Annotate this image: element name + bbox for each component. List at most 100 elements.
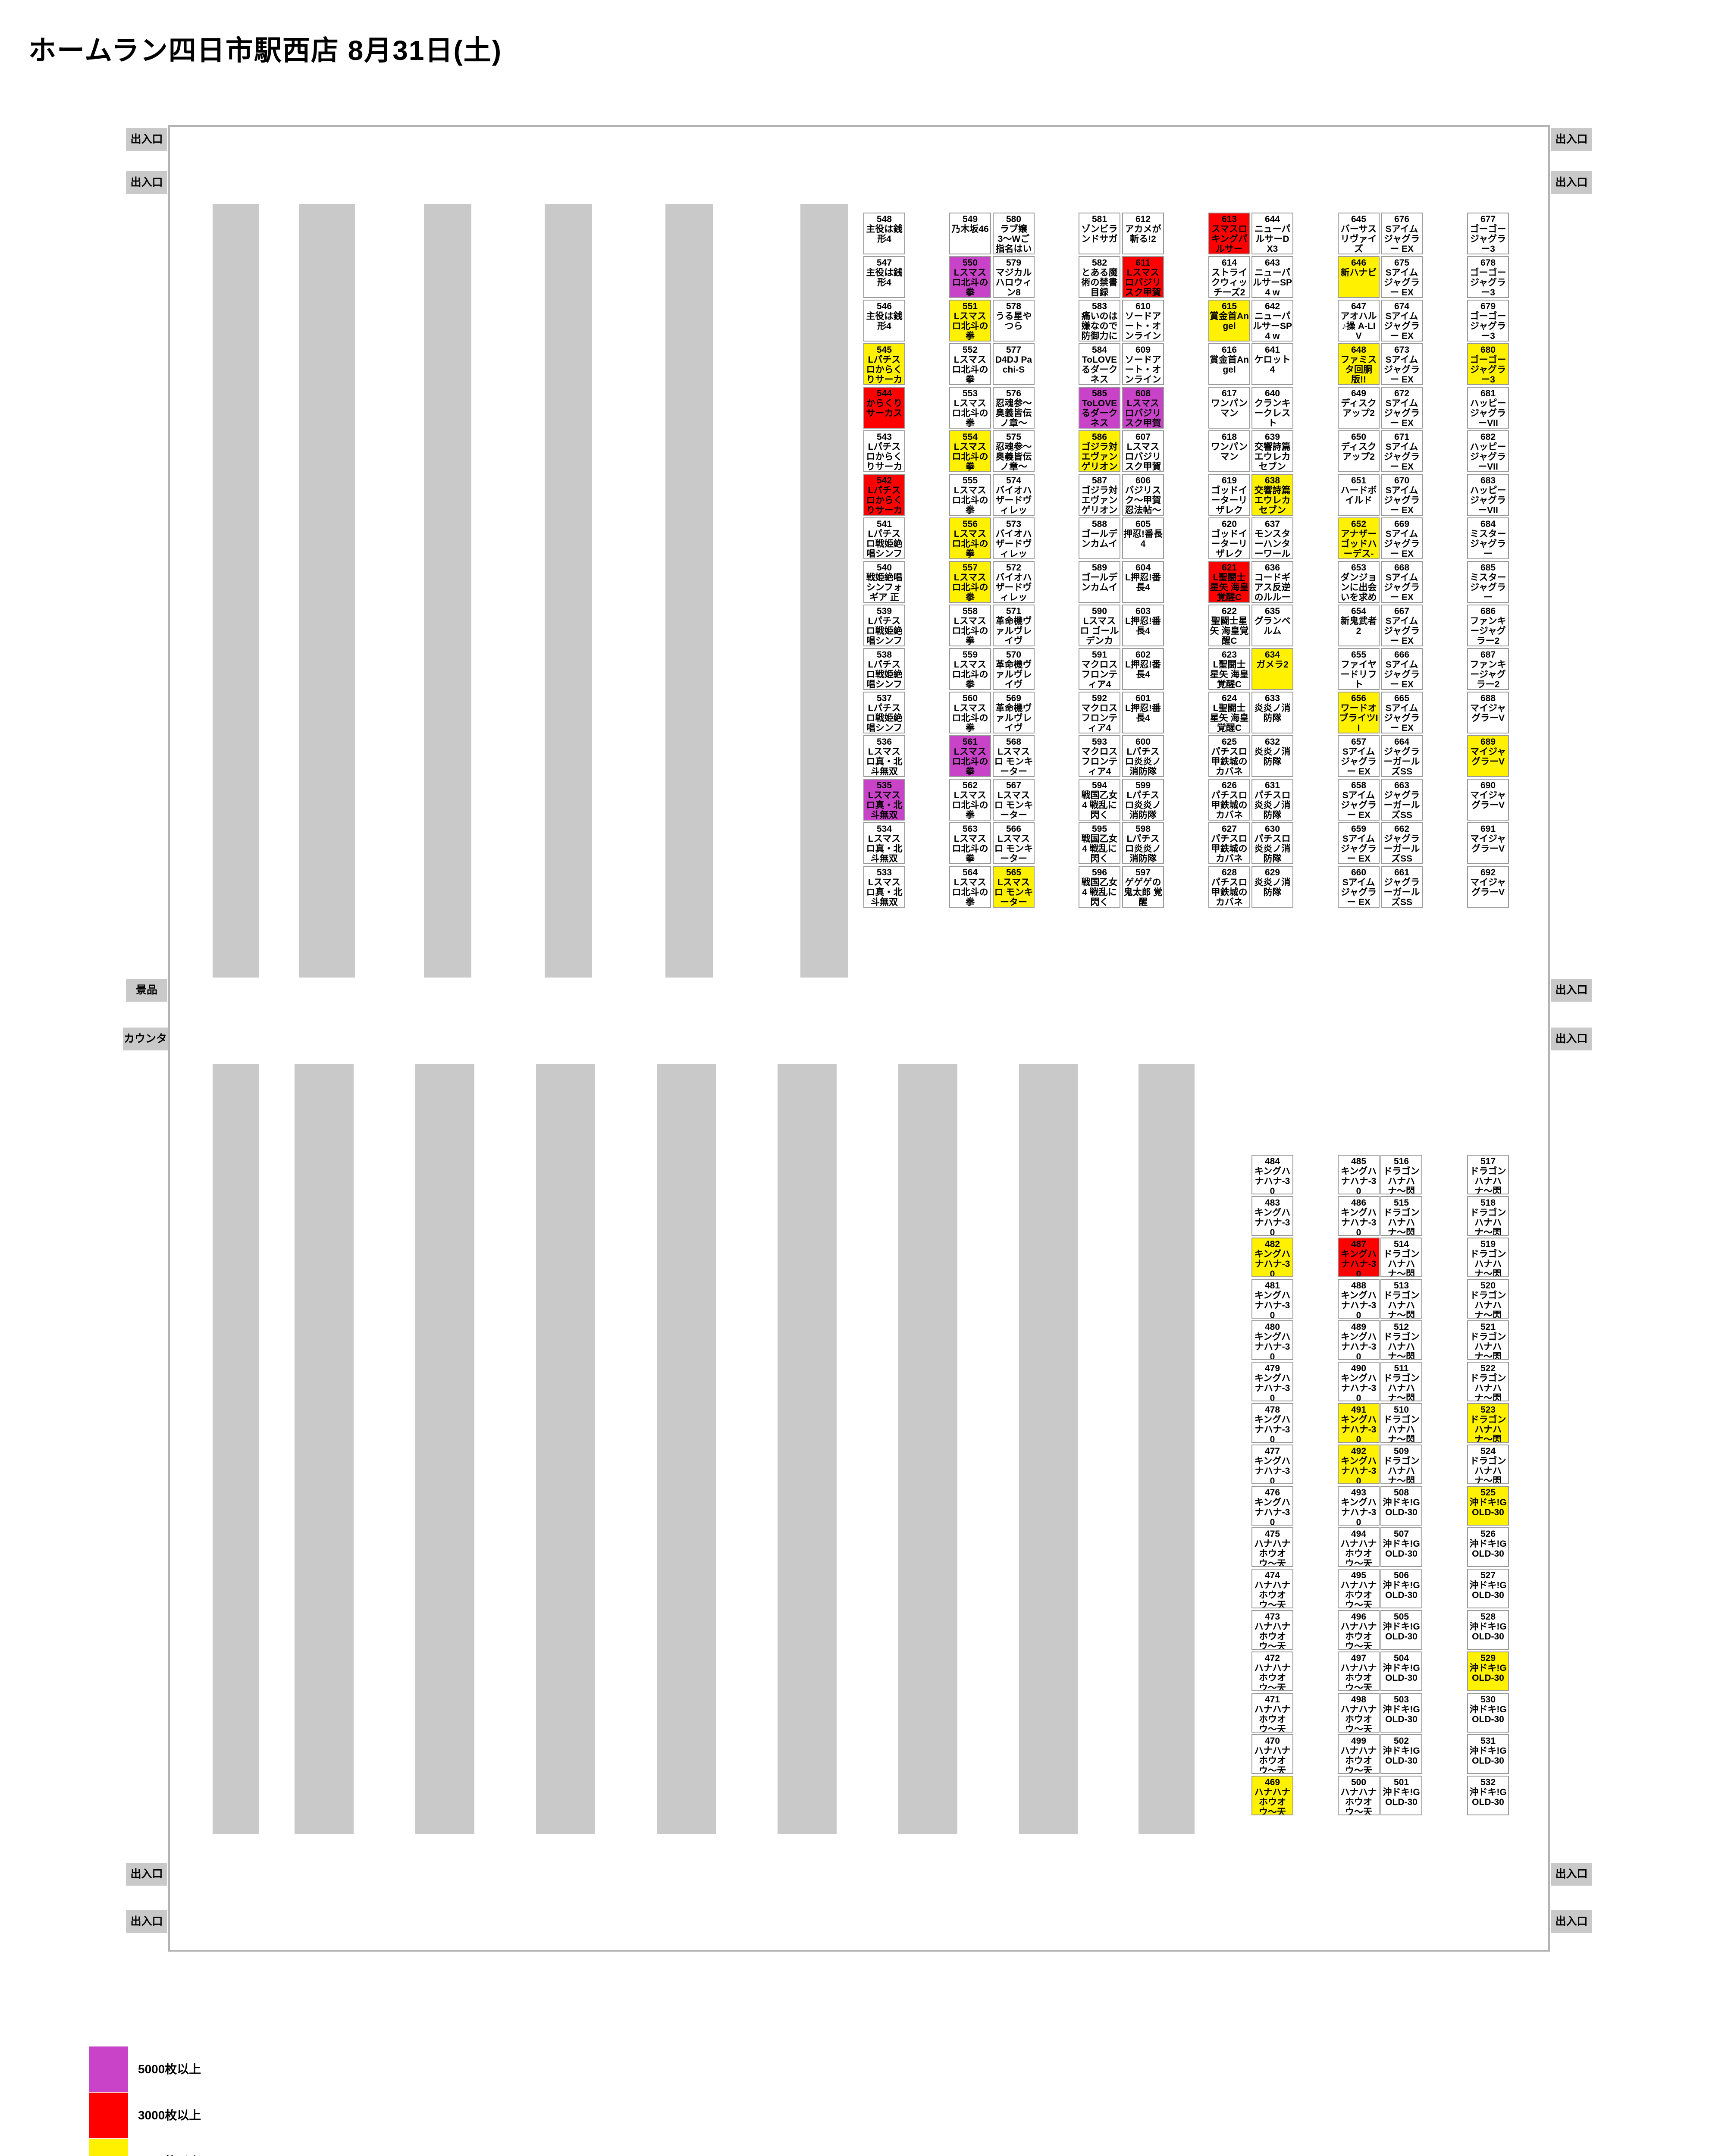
machine-cell: 575 忍魂参〜奥義皆伝ノ章〜 — [993, 430, 1035, 472]
machine-name: ゴールデンカムイ — [1081, 529, 1118, 549]
cell-number: 526 — [1480, 1529, 1496, 1539]
machine-cell: 631 パチスロ炎炎ノ消防隊 — [1251, 779, 1293, 821]
machine-cell: 671 Sアイムジャグラー EX — [1381, 430, 1423, 472]
cell-number: 485 — [1351, 1156, 1367, 1166]
machine-name: Lスマスロ北斗の拳 — [952, 747, 988, 777]
machine-cell: 538 Lパチスロ戦姫絶唱シンフ — [863, 648, 905, 690]
machine-cell: 619 ゴッドイーターリザレク — [1208, 474, 1250, 516]
machine-cell: 484 キングハナハナ-30 — [1251, 1155, 1293, 1194]
machine-cell: 590 Lスマスロ ゴールデンカ — [1079, 605, 1120, 646]
machine-cell: 656 ワードオブライツII — [1338, 692, 1380, 733]
machine-cell: 592 マクロスフロンティア4 — [1079, 692, 1120, 733]
machine-cell: 681 ハッピージャグラーVII — [1467, 387, 1509, 429]
cell-number: 484 — [1264, 1156, 1280, 1166]
machine-cell: 609 ソードアート・オンライン — [1122, 343, 1164, 385]
machine-name: 賞金首Angel — [1210, 355, 1249, 375]
machine-name: パチスロ炎炎ノ消防隊 — [1254, 790, 1291, 820]
machine-cell: 680 ゴーゴージャグラー3 — [1467, 343, 1509, 385]
machine-name: Lスマスロ ゴールデンカ — [1080, 616, 1119, 646]
cell-number: 635 — [1264, 606, 1280, 616]
cell-number: 507 — [1393, 1529, 1409, 1539]
cell-number: 509 — [1393, 1446, 1409, 1456]
legend-swatch-1000 — [89, 2139, 128, 2156]
cell-number: 534 — [876, 824, 892, 834]
cell-number: 513 — [1393, 1281, 1409, 1291]
machine-name: ハナハナホウオウ〜天翔〜 — [1254, 1663, 1291, 1691]
machine-name: ドラゴンハナハナ〜閃光〜 — [1470, 1291, 1506, 1319]
machine-cell: 637 モンスターハンターワール — [1251, 517, 1293, 559]
machine-name: ハナハナホウオウ〜天翔〜 — [1340, 1663, 1377, 1691]
cell-number: 691 — [1480, 824, 1496, 834]
machine-name: Lパチスロ炎炎ノ消防隊 — [1125, 834, 1161, 864]
cell-number: 616 — [1221, 345, 1237, 355]
machine-name: マジカルハロウィン8 — [995, 268, 1032, 298]
cell-number: 687 — [1480, 650, 1496, 660]
cell-number: 584 — [1091, 345, 1107, 355]
machine-cell: 604 L押忍!番長4 — [1122, 561, 1164, 603]
cell-number: 634 — [1264, 650, 1280, 660]
machine-island-bar — [213, 1064, 259, 1834]
machine-cell: 557 Lスマスロ北斗の拳 — [949, 561, 991, 603]
machine-cell: 675 Sアイムジャグラー EX — [1381, 256, 1423, 298]
machine-cell: 526 沖ドキ!GOLD-30 — [1467, 1527, 1509, 1567]
machine-cell: 528 沖ドキ!GOLD-30 — [1467, 1610, 1509, 1650]
cell-number: 658 — [1351, 780, 1367, 790]
machine-column: 549 乃木坂46 550 Lスマスロ北斗の拳 551 Lスマスロ北斗の拳 552 Lスマスロ… — [949, 213, 991, 909]
cell-number: 536 — [876, 737, 892, 747]
cell-number: 533 — [876, 868, 892, 877]
cell-number: 630 — [1264, 824, 1280, 834]
machine-name: Lパチスロ戦姫絶唱シンフ — [866, 703, 903, 733]
machine-name: L押忍!番長4 — [1125, 616, 1161, 636]
cell-number: 523 — [1480, 1405, 1496, 1415]
machine-column: 645 バーサスリヴァイズ 646 新ハナビ 647 アオハル♪操 A-LIV 648 ファミ… — [1338, 213, 1380, 909]
machine-name: ジャグラーガールズSS — [1383, 877, 1420, 907]
machine-cell: 567 Lスマスロ モンキーター — [993, 779, 1035, 821]
cell-number: 504 — [1393, 1653, 1409, 1663]
cell-number: 592 — [1091, 693, 1107, 703]
machine-name: 沖ドキ!GOLD-30 — [1383, 1580, 1420, 1600]
machine-name: L押忍!番長4 — [1125, 573, 1161, 592]
machine-cell: 690 マイジャグラーV — [1467, 779, 1509, 821]
machine-name: ゾンビランドサガ — [1081, 224, 1118, 244]
machine-name: Lスマスロ北斗の拳 — [952, 398, 988, 428]
machine-cell: 547 主役は銭形4 — [863, 256, 905, 298]
cell-number: 619 — [1221, 476, 1237, 486]
cell-number: 677 — [1480, 214, 1496, 224]
machine-cell: 620 ゴッドイーターリザレク — [1208, 517, 1250, 559]
machine-name: キングハナハナ-30 — [1340, 1166, 1377, 1194]
machine-name: キングハナハナ-30 — [1340, 1415, 1377, 1443]
exit-label: 出入口 — [1551, 1910, 1592, 1933]
machine-name: ジャグラーガールズSS — [1383, 790, 1420, 820]
machine-cell: 640 クランキークレスト — [1251, 387, 1293, 429]
cell-number: 632 — [1264, 737, 1280, 747]
machine-cell: 539 Lパチスロ戦姫絶唱シンフ — [863, 605, 905, 646]
machine-name: Sアイムジャグラー EX — [1341, 747, 1377, 777]
cell-number: 554 — [962, 432, 978, 442]
machine-cell: 546 主役は銭形4 — [863, 300, 905, 342]
machine-name: 沖ドキ!GOLD-30 — [1469, 1580, 1507, 1600]
cell-number: 690 — [1480, 780, 1496, 790]
machine-cell: 617 ワンパンマン — [1208, 387, 1250, 429]
legend-label-1000: 1000枚以上 — [138, 2139, 201, 2156]
machine-cell: 525 沖ドキ!GOLD-30 — [1467, 1486, 1509, 1526]
cell-number: 538 — [876, 650, 892, 660]
machine-name: パチスロ甲鉄城のカバネ — [1211, 790, 1248, 820]
machine-column: 677 ゴーゴージャグラー3 678 ゴーゴージャグラー3 679 ゴーゴージャグラー3 6… — [1467, 213, 1509, 909]
machine-name: キングハナハナ-30 — [1254, 1208, 1291, 1236]
machine-name: キングハナハナ-30 — [1254, 1498, 1291, 1526]
machine-name: ドラゴンハナハナ〜閃光〜 — [1383, 1208, 1420, 1236]
machine-cell: 623 L聖闘士星矢 海皇覚醒C — [1208, 648, 1250, 690]
legend-swatch-5000 — [89, 2046, 128, 2092]
machine-name: 押忍!番長4 — [1123, 529, 1163, 549]
cell-number: 576 — [1006, 389, 1022, 398]
machine-name: 主役は銭形4 — [866, 311, 903, 331]
machine-name: キングハナハナ-30 — [1340, 1208, 1377, 1236]
machine-name: Lスマスロバジリスク甲賀 — [1125, 268, 1161, 298]
machine-name: Sアイムジャグラー EX — [1341, 877, 1377, 907]
cell-number: 553 — [962, 389, 978, 398]
cell-number: 545 — [876, 345, 892, 355]
